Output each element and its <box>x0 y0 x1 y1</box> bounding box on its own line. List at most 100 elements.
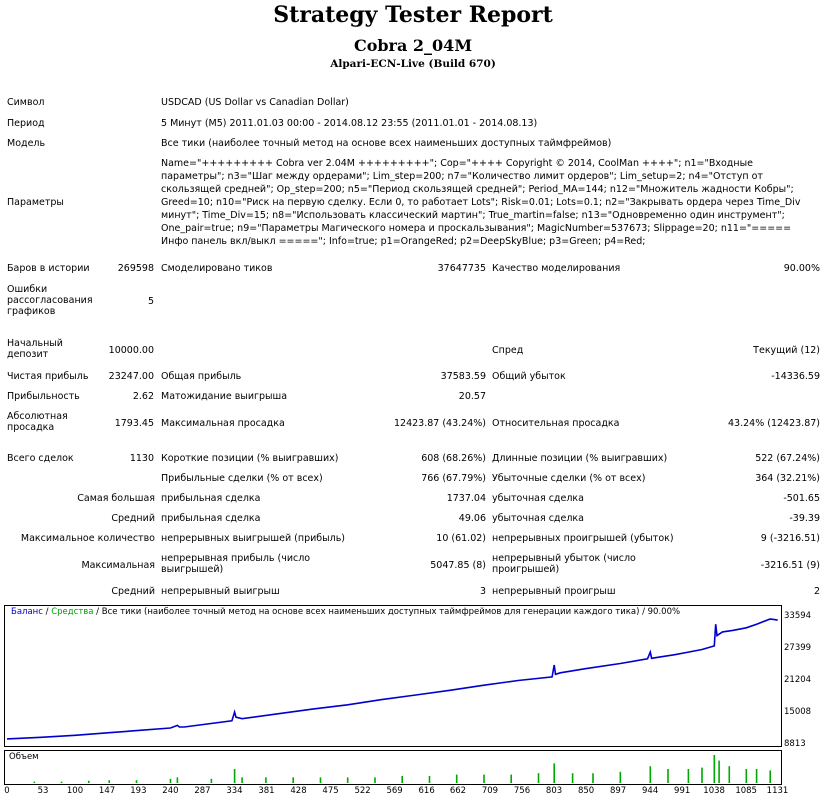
ticks-value: 37647735 <box>437 263 486 274</box>
volume-label: Объем <box>9 752 39 762</box>
average-profit-label: прибыльная сделка <box>161 513 261 524</box>
x-tick-label: 991 <box>674 786 691 796</box>
x-tick-label: 1131 <box>766 786 789 796</box>
reldd-value: 43.24% (12423.87) <box>728 418 820 429</box>
legend-description: / Все тики (наиболее точный метод на осн… <box>93 607 681 617</box>
grossprofit-value: 37583.59 <box>440 371 486 382</box>
volume-bar <box>510 774 512 783</box>
volume-bar <box>592 773 594 783</box>
x-tick-label: 756 <box>513 786 531 796</box>
maxcons-wins-value: 10 (61.02) <box>436 533 486 544</box>
x-tick-label: 662 <box>449 786 467 796</box>
symbol-value: USDCAD (US Dollar vs Canadian Dollar) <box>161 97 349 108</box>
largest-profit-label: прибыльная сделка <box>161 493 261 504</box>
maximal-label: Максимальная <box>81 560 155 571</box>
report-title: Strategy Tester Report <box>273 2 553 28</box>
volume-bar <box>319 777 322 783</box>
quality-label: Качество моделирования <box>492 263 621 274</box>
maxdd-value: 12423.87 (43.24%) <box>394 418 486 429</box>
long-label: Длинные позиции (% выигравших) <box>492 453 668 464</box>
volume-bar <box>346 777 349 783</box>
maxcons-profit-label: непрерывная прибыль (число выигрышей) <box>161 553 311 575</box>
volume-bar <box>60 781 63 783</box>
volume-chart: Объем <box>4 750 782 785</box>
maxcount-label: Максимальное количество <box>20 533 155 544</box>
largest-loss-value: -501.65 <box>783 493 820 504</box>
maxdd-label: Максимальная просадка <box>161 418 285 429</box>
legend-equity: Средства <box>51 607 94 617</box>
volume-bar <box>687 769 690 783</box>
x-tick-label: 193 <box>130 786 147 796</box>
volume-plot <box>33 755 771 783</box>
x-tick-label: 897 <box>609 786 627 796</box>
legend-separator: / <box>42 607 52 617</box>
chart-legend: Баланс / Средства / Все тики (наиболее т… <box>11 607 680 617</box>
volume-bar <box>374 777 376 783</box>
volume-bar <box>135 780 138 783</box>
avgcons-losses-value: 2 <box>813 586 820 597</box>
volume-bar <box>537 773 540 783</box>
volume-bar <box>455 774 458 783</box>
model-value: Все тики (наиболее точный метод на основ… <box>161 138 612 149</box>
volume-bar <box>769 770 771 783</box>
avgcons-losses-label: непрерывный проигрыш <box>492 586 616 597</box>
params-value: Name="+++++++++ Cobra ver 2.04M ++++++++… <box>161 158 804 247</box>
maxcons-wins-label: непрерывных выигрышей (прибыль) <box>161 533 346 544</box>
legend-balance: Баланс <box>11 607 43 617</box>
x-tick-label: 475 <box>322 786 339 796</box>
ticks-label: Смоделировано тиков <box>161 263 273 274</box>
volume-bar <box>713 755 716 783</box>
payoff-label: Матожидание выигрыша <box>161 391 288 402</box>
netprofit-label: Чистая прибыль <box>7 371 89 382</box>
profit-factor-value: 2.62 <box>132 391 154 402</box>
bars-value: 269598 <box>117 263 154 274</box>
volume-bar <box>649 766 652 783</box>
x-tick-label: 616 <box>418 786 435 796</box>
volume-bar <box>553 763 555 783</box>
y-tick-label: 33594 <box>784 611 812 621</box>
short-value: 608 (68.26%) <box>421 453 486 464</box>
x-tick-label: 709 <box>481 786 499 796</box>
volume-bar <box>701 767 703 783</box>
trades-value: 1130 <box>129 453 154 464</box>
profittrades-label: Прибыльные сделки (% от всех) <box>161 473 323 484</box>
volume-bar <box>745 769 748 783</box>
volume-bar <box>718 760 720 783</box>
y-tick-label: 15008 <box>784 707 812 717</box>
volume-bar <box>210 778 213 783</box>
report-subtitle: Cobra 2_04M <box>353 36 473 55</box>
trades-label: Всего сделок <box>7 453 74 464</box>
volume-bar <box>108 780 110 783</box>
deposit-label: Начальный депозит <box>7 338 63 360</box>
maxcons-loss-label: непрерывный убыток (число проигрышей) <box>492 553 636 575</box>
maxcons-losses-label: непрерывных проигрышей (убыток) <box>492 533 674 544</box>
x-tick-label: 850 <box>577 786 595 796</box>
x-tick-label: 1038 <box>703 786 725 796</box>
x-tick-label: 287 <box>194 786 211 796</box>
volume-bar <box>169 778 172 783</box>
balance-chart: Баланс / Средства / Все тики (наиболее т… <box>4 605 782 747</box>
netprofit-value: 23247.00 <box>108 371 154 382</box>
x-tick-label: 522 <box>354 786 371 796</box>
volume-bar <box>241 777 243 783</box>
x-tick-label: 100 <box>66 786 84 796</box>
period-value: 5 Минут (M5) 2011.01.03 00:00 - 2014.08.… <box>161 118 538 129</box>
avgcons-wins-value: 3 <box>479 586 486 597</box>
x-tick-label: 569 <box>386 786 403 796</box>
profit-factor-label: Прибыльность <box>7 391 80 402</box>
x-tick-label: 240 <box>162 786 179 796</box>
volume-bar <box>428 776 431 783</box>
average-profit-value: 49.06 <box>458 513 486 524</box>
balance-plot <box>6 618 778 740</box>
volume-bar <box>667 769 669 783</box>
report-build: Alpari-ECN-Live (Build 670) <box>330 58 496 70</box>
bars-label: Баров в истории <box>7 263 90 274</box>
largest-loss-label: убыточная сделка <box>492 493 584 504</box>
volume-bar <box>619 771 622 783</box>
volume-bar <box>401 776 403 783</box>
largest-label: Самая большая <box>77 493 155 504</box>
volume-bar <box>265 777 267 783</box>
volume-bar <box>176 777 179 783</box>
volume-bar <box>755 769 758 783</box>
maxcons-loss-value: -3216.51 (9) <box>760 560 820 571</box>
